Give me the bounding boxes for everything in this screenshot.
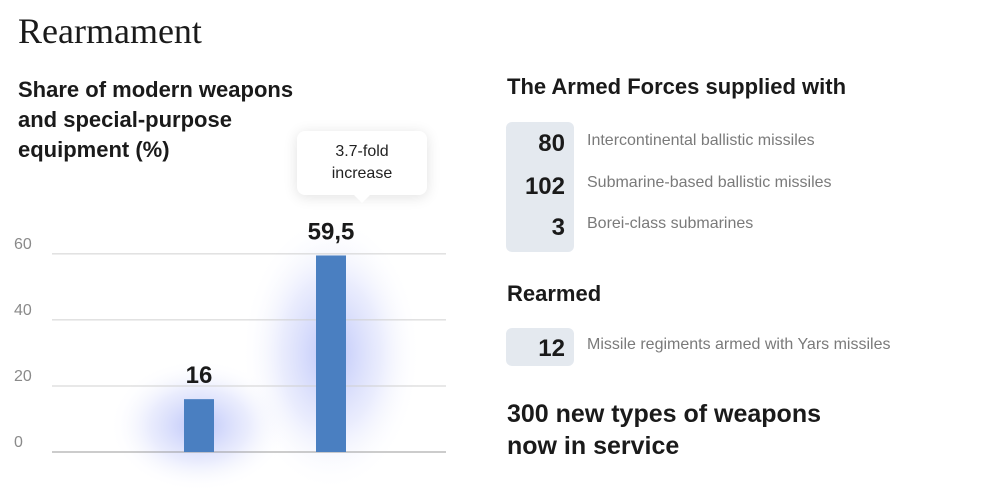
supplied-label-icbm: Intercontinental ballistic missiles xyxy=(587,132,815,149)
supplied-label-slbm: Submarine-based ballistic missiles xyxy=(587,174,832,191)
supplied-label-borei: Borei-class submarines xyxy=(587,215,754,232)
bar xyxy=(316,255,346,452)
supplied-value-icbm: 80 xyxy=(538,130,565,157)
rearmed-heading: Rearmed xyxy=(507,281,602,306)
annotation-line-1: 3.7-fold xyxy=(335,143,389,160)
bar-value-label: 59,5 xyxy=(308,218,355,245)
supplied-heading: The Armed Forces supplied with xyxy=(507,74,847,99)
annotation-callout: 3.7-fold increase xyxy=(297,131,427,203)
bar xyxy=(184,399,214,452)
supplied-number-box xyxy=(506,122,574,252)
y-tick-label: 60 xyxy=(14,236,32,253)
rearmed-label-yars: Missile regiments armed with Yars missil… xyxy=(587,336,891,353)
rearmed-value-yars: 12 xyxy=(538,335,565,362)
bar-value-label: 16 xyxy=(186,362,213,389)
y-tick-label: 0 xyxy=(14,434,23,451)
supplied-value-slbm: 102 xyxy=(524,173,565,200)
closing-statement: 300 new types of weapons now in service xyxy=(507,400,821,460)
rearmed-number-box xyxy=(506,328,574,366)
supplied-value-borei: 3 xyxy=(551,214,565,241)
y-tick-label: 40 xyxy=(14,302,32,319)
annotation-line-2: increase xyxy=(331,165,393,182)
page-title: Rearmament xyxy=(18,11,202,51)
chart-title: Share of modern weapons and special-purp… xyxy=(18,77,294,162)
y-tick-label: 20 xyxy=(14,368,32,385)
